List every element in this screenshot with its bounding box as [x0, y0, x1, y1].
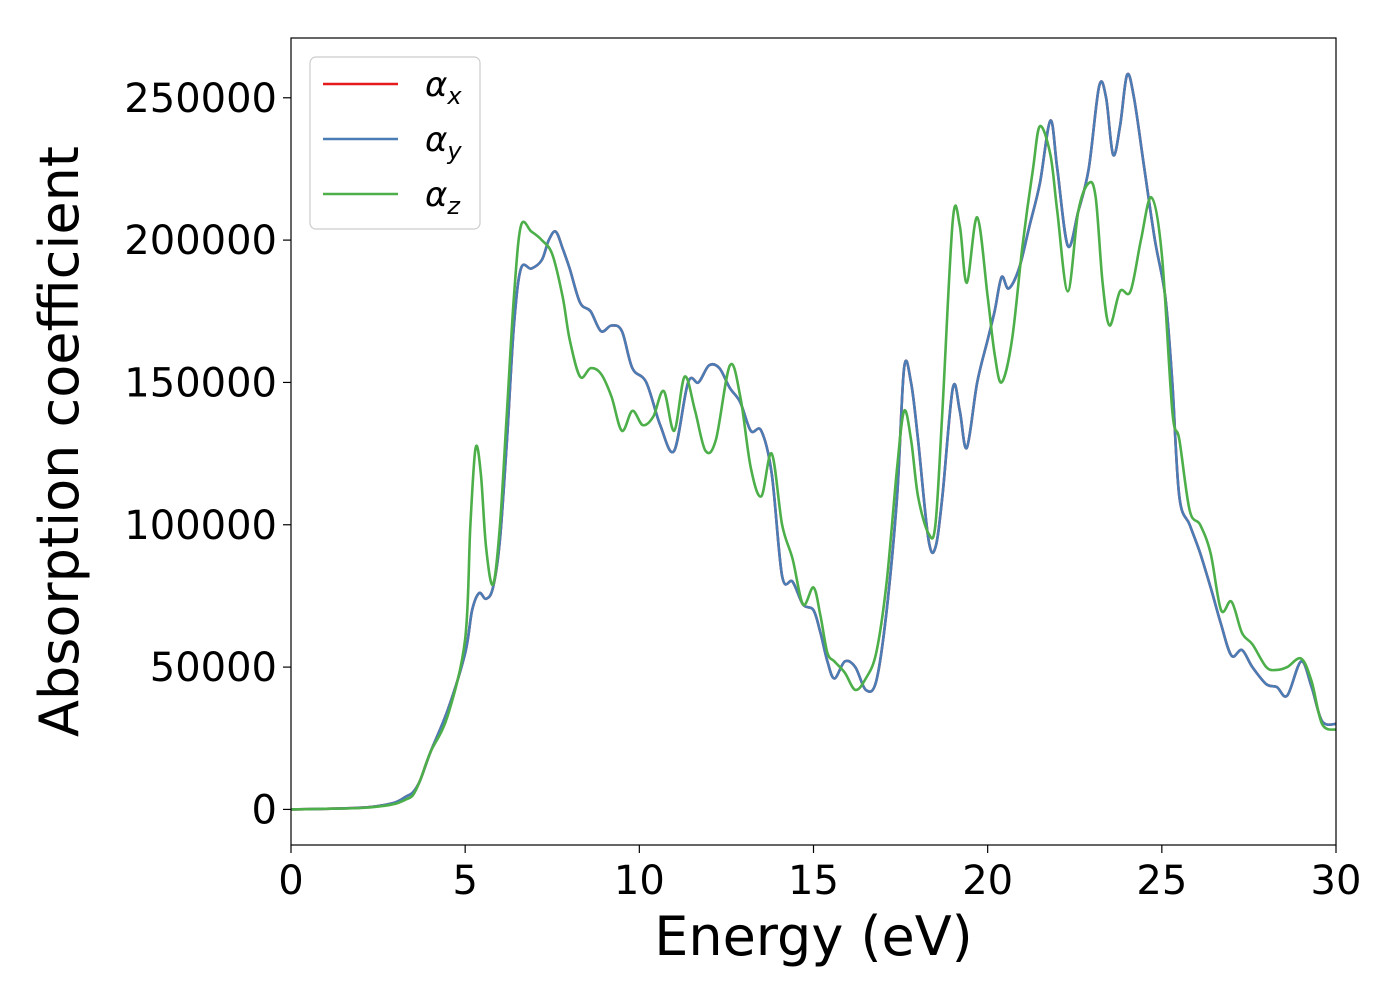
legend-entry-y: αy: [425, 120, 462, 165]
x-tick-label: 0: [278, 858, 303, 904]
x-tick-label: 30: [1311, 858, 1362, 904]
legend-entry-z: αz: [425, 175, 461, 220]
y-tick-label: 100000: [124, 503, 277, 549]
y-tick-label: 250000: [124, 76, 277, 122]
y-tick-label: 0: [252, 787, 277, 833]
y-tick-label: 50000: [150, 645, 277, 691]
legend-entry-x: αx: [425, 65, 462, 110]
legend-box: [309, 56, 481, 230]
y-tick-label: 150000: [124, 360, 277, 406]
x-axis-label: Energy (eV): [654, 905, 973, 968]
x-tick-label: 25: [1136, 858, 1187, 904]
x-axis-ticks: 0 5 10 15 20 25 30: [278, 845, 1361, 904]
y-axis-label: Absorption coefficient: [28, 146, 91, 737]
series-line-z: [291, 124, 1336, 811]
x-tick-label: 15: [788, 858, 839, 904]
x-tick-label: 20: [962, 858, 1013, 904]
legend-symbol: α: [425, 65, 447, 105]
legend-subscript: x: [446, 82, 462, 110]
x-tick-label: 5: [452, 858, 477, 904]
legend-symbol: α: [425, 120, 447, 160]
y-tick-label: 200000: [124, 218, 277, 264]
legend-subscript: y: [446, 137, 462, 165]
legend-subscript: z: [446, 192, 461, 220]
y-axis-ticks: 0 50000 100000 150000 200000 250000: [124, 76, 291, 833]
series-lines: [291, 72, 1336, 811]
x-tick-label: 10: [614, 858, 665, 904]
series-line-y: [291, 72, 1336, 811]
legend-symbol: α: [425, 175, 447, 215]
